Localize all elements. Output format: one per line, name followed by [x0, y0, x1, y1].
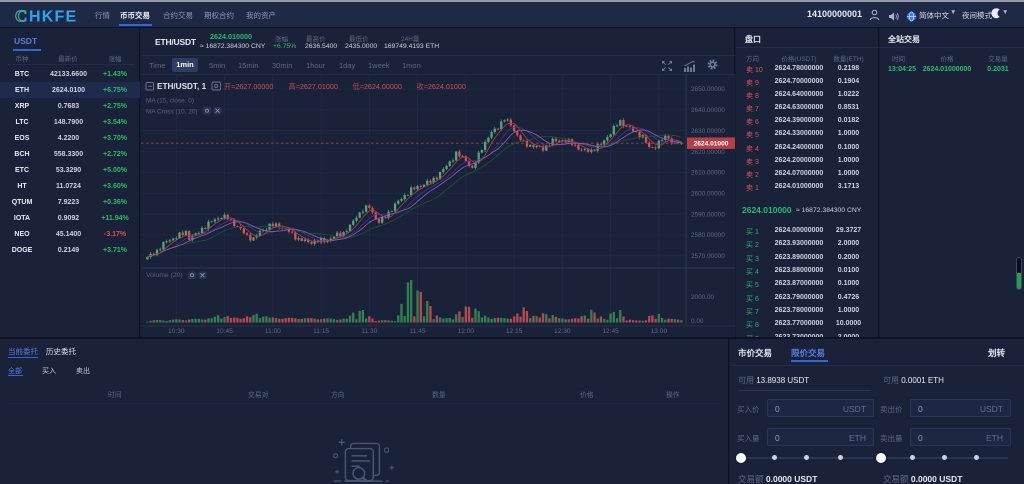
svg-text:2600.00000: 2600.00000: [691, 191, 725, 198]
svg-text:12:30: 12:30: [554, 328, 571, 335]
svg-text:2000.00: 2000.00: [691, 294, 715, 301]
svg-text:MA Cross (10, 20): MA Cross (10, 20): [146, 109, 198, 116]
svg-text:2610.00000: 2610.00000: [691, 170, 725, 177]
svg-text:2624.01000: 2624.01000: [694, 141, 729, 148]
svg-text:C: C: [15, 7, 27, 26]
svg-text:11:30: 11:30: [361, 328, 377, 335]
svg-text:Volume (20): Volume (20): [146, 272, 183, 279]
svg-text:2570.00000: 2570.00000: [691, 253, 725, 260]
svg-text:HKFE: HKFE: [29, 9, 77, 26]
svg-text:10:30: 10:30: [168, 328, 185, 335]
svg-text:13:00: 13:00: [651, 328, 668, 335]
svg-text:0.00: 0.00: [691, 318, 704, 325]
svg-text:2580.00000: 2580.00000: [691, 232, 725, 239]
svg-text:12:00: 12:00: [458, 328, 475, 335]
svg-text:ETH/USDT, 1: ETH/USDT, 1: [157, 82, 207, 91]
svg-text:11:00: 11:00: [265, 328, 281, 335]
svg-text:2630.00000: 2630.00000: [691, 128, 725, 135]
svg-text:11:15: 11:15: [313, 328, 329, 335]
svg-text:MA (15, close, 0): MA (15, close, 0): [146, 98, 194, 105]
svg-text:12:15: 12:15: [506, 328, 523, 335]
svg-text:2620.00000: 2620.00000: [691, 149, 725, 156]
svg-text:2650.00000: 2650.00000: [691, 86, 725, 93]
svg-text:11:45: 11:45: [410, 328, 426, 335]
svg-text:2590.00000: 2590.00000: [691, 211, 725, 218]
svg-text:10:45: 10:45: [216, 328, 233, 335]
svg-text:2640.00000: 2640.00000: [691, 107, 725, 114]
svg-text:12:45: 12:45: [602, 328, 619, 335]
